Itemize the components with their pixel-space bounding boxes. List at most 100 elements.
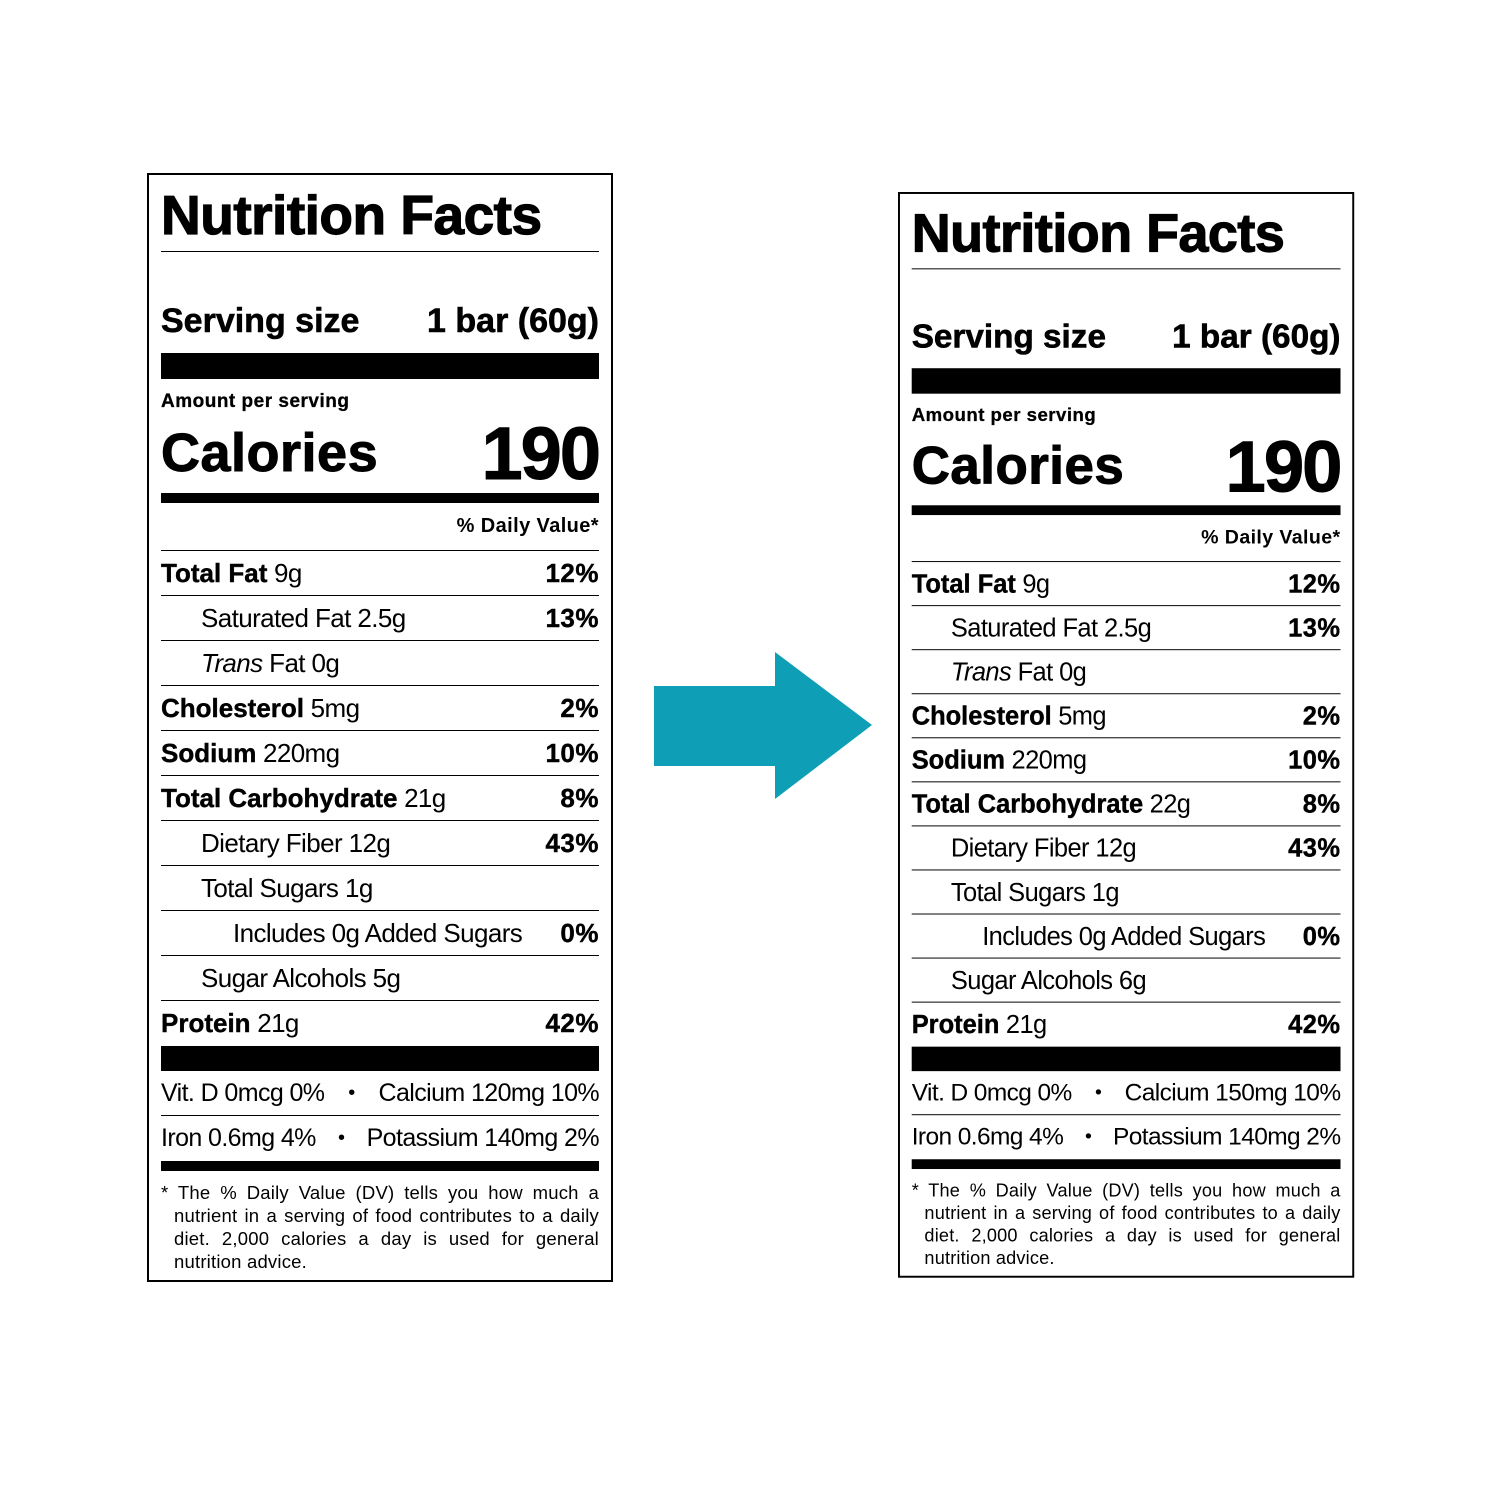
calories-value: 190 <box>1225 425 1343 507</box>
vitamin: Iron 0.6mg 4% <box>161 1124 316 1152</box>
nutrient-name: Protein <box>161 1008 251 1038</box>
nutrient-name: Total Sugars <box>950 876 1086 907</box>
nutrient-amount: 1g <box>344 872 373 903</box>
medium-bar <box>161 493 599 503</box>
nutrient-name: Total Sugars <box>201 872 339 903</box>
serving-size: Serving size 1 bar (60g) <box>161 252 600 353</box>
nutrient-row: Total Sugars 1g <box>911 870 1341 915</box>
nutrient-name: Dietary Fiber <box>950 832 1090 863</box>
nutrient-name: Sodium <box>911 744 1006 775</box>
daily-value: 12% <box>1288 568 1341 598</box>
nutrient-name: Cholesterol <box>911 700 1052 730</box>
nutrient-name: Total Fat <box>911 568 1017 598</box>
serving-label: Serving size <box>161 302 360 341</box>
nutrient-amount: 220mg <box>1011 744 1087 775</box>
calories-value: 190 <box>481 411 601 495</box>
daily-value: 42% <box>545 1008 599 1038</box>
daily-value: 10% <box>1288 744 1341 775</box>
nutrient-name: Includes 0g Added Sugars <box>982 920 1266 951</box>
serving-size: Serving size 1 bar (60g) <box>911 269 1341 368</box>
medium-bar <box>911 505 1341 516</box>
nutrient-name: Total Fat <box>161 557 268 588</box>
nutrient-row: Includes 0g Added Sugars 0% <box>161 911 599 956</box>
nutrient-amount: 22g <box>1149 788 1191 819</box>
nutrient-amount: 220mg <box>262 737 340 768</box>
nutrient-name: Sugar Alcohols <box>950 964 1113 995</box>
thick-bar <box>911 368 1341 394</box>
nutrient: Cholesterol 5mg <box>161 692 360 724</box>
daily-value: 13% <box>1288 612 1341 642</box>
nutrient: Sodium 220mg <box>161 737 340 769</box>
nutrient-row: Total Carbohydrate 22g 8% <box>911 782 1341 827</box>
vitamin: Iron 0.6mg 4% <box>911 1123 1064 1151</box>
nutrient-row: Includes 0g Added Sugars 0% <box>911 915 1341 959</box>
medium-bar <box>911 1159 1341 1170</box>
nutrient-name: Sodium <box>161 737 257 768</box>
calories-row: Calories 190 <box>160 411 601 495</box>
nutrient: Saturated Fat 2.5g <box>912 612 1152 642</box>
nutrition-label: Nutrition Facts Serving size 1 bar (60g) Am… <box>147 173 613 1282</box>
arrow-shape <box>654 652 872 799</box>
nutrient-row: Total Fat 9g 12% <box>911 562 1341 607</box>
nutrient-row: Sugar Alcohols 6g <box>911 959 1341 1003</box>
nutrient-amount: 9g <box>274 557 302 588</box>
daily-value: 0% <box>560 917 599 948</box>
nutrient-row: Sugar Alcohols 5g <box>161 956 599 1001</box>
nutrient-row: Total Sugars 1g <box>161 866 599 911</box>
bullet: • <box>338 1127 345 1149</box>
vitamin: Calcium 150mg 10% <box>1124 1078 1341 1106</box>
nutrient: Sodium 220mg <box>911 744 1088 775</box>
thick-bar <box>161 353 599 379</box>
nutrient-amount: 5mg <box>310 692 360 723</box>
nutrient-amount: 0g <box>1059 656 1087 686</box>
nutrient-amount: 21g <box>257 1008 299 1038</box>
nutrient-name: Protein <box>911 1009 1000 1039</box>
title: Nutrition Facts <box>911 201 1341 270</box>
nutrient: Sugar Alcohols 5g <box>161 962 401 994</box>
amount-per-serving: Amount per serving <box>161 391 350 412</box>
vitamin-row: Iron 0.6mg 4% • Potassium 140mg 2% <box>912 1115 1341 1159</box>
nutrient: Total Carbohydrate 21g <box>161 782 446 814</box>
nutrient: Total Fat 9g <box>161 557 303 589</box>
nutrient-name: Dietary Fiber <box>201 827 343 858</box>
nutrient-row: Dietary Fiber 12g 43% <box>911 826 1341 871</box>
bullet: • <box>1095 1081 1102 1103</box>
bullet: • <box>1084 1125 1092 1148</box>
nutrient: Saturated Fat 2.5g <box>161 603 406 634</box>
nutrient-row: Trans Fat 0g <box>161 641 599 686</box>
daily-value: 0% <box>1302 920 1341 951</box>
nutrient-prefix: Trans <box>950 656 1012 686</box>
serving-value: 1 bar (60g) <box>1172 318 1341 356</box>
footnote: * The % Daily Value (DV) tells you how m… <box>161 1182 599 1272</box>
amount-per-serving: Amount per serving <box>911 405 1097 426</box>
vitamin: Calcium 120mg 10% <box>378 1078 600 1107</box>
nutrient-row: Saturated Fat 2.5g 13% <box>911 606 1341 651</box>
nutrition-label: Nutrition Facts Serving size 1 bar (60g) Am… <box>898 192 1355 1278</box>
daily-value: 12% <box>545 557 599 588</box>
bullet: • <box>348 1081 355 1104</box>
daily-value: 2% <box>560 692 599 723</box>
calories-row: Calories 190 <box>911 425 1343 507</box>
nutrient-amount: 21g <box>1005 1009 1047 1039</box>
thick-bar <box>161 1046 599 1071</box>
nutrient-row: Protein 21g 42% <box>161 1001 599 1046</box>
daily-value: 43% <box>1288 832 1341 863</box>
footnote: * The % Daily Value (DV) tells you how m… <box>911 1179 1341 1268</box>
nutrient-amount: 12g <box>1095 832 1137 863</box>
nutrient-row: Saturated Fat 2.5g 13% <box>161 596 599 641</box>
nutrient: Cholesterol 5mg <box>911 700 1107 731</box>
calories-label: Calories <box>160 423 379 484</box>
nutrient-row: Total Fat 9g 12% <box>161 551 599 596</box>
serving-value: 1 bar (60g) <box>427 302 600 341</box>
nutrient-name: Saturated Fat <box>201 602 351 633</box>
nutrient-name: Total Carbohydrate <box>911 788 1144 819</box>
nutrient-row: Sodium 220mg 10% <box>161 731 599 776</box>
nutrient-amount: 9g <box>1022 568 1050 598</box>
nutrient: Sugar Alcohols 6g <box>912 964 1147 995</box>
nutrient-name: Saturated Fat <box>950 612 1098 642</box>
nutrient-row: Cholesterol 5mg 2% <box>911 694 1341 739</box>
nutrient: Protein 21g <box>161 1008 300 1039</box>
nutrient-amount: 2.5g <box>1103 612 1152 642</box>
nutrient-amount: 5g <box>372 962 401 993</box>
